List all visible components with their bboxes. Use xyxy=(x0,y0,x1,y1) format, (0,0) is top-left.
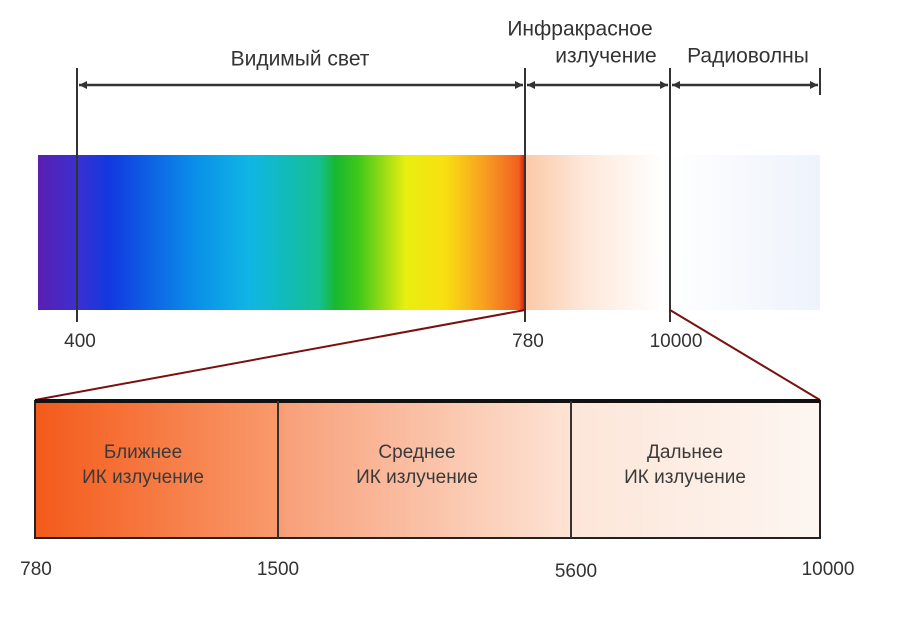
region-label: Среднее xyxy=(378,442,455,463)
range-lines xyxy=(76,68,821,322)
band-label: излучение xyxy=(555,45,657,68)
band-label: Видимый свет xyxy=(231,48,370,71)
tick-label: 780 xyxy=(512,331,544,352)
tick-label: 10000 xyxy=(802,559,855,580)
band-label: Инфракрасное xyxy=(507,18,652,41)
band-label: Радиоволны xyxy=(687,45,809,68)
region-label: ИК излучение xyxy=(82,467,204,488)
tick-label: 780 xyxy=(20,559,52,580)
region-label: ИК излучение xyxy=(624,467,746,488)
spectrum-bar xyxy=(38,155,820,310)
tick-label: 10000 xyxy=(650,331,703,352)
zoom-lines xyxy=(34,309,821,401)
region-label: Ближнее xyxy=(104,442,182,463)
ir-bar xyxy=(34,400,821,539)
region-label: ИК излучение xyxy=(356,467,478,488)
tick-label: 1500 xyxy=(257,559,299,580)
tick-label: 5600 xyxy=(555,561,597,582)
tick-label: 400 xyxy=(64,331,96,352)
region-label: Дальнее xyxy=(647,442,723,463)
